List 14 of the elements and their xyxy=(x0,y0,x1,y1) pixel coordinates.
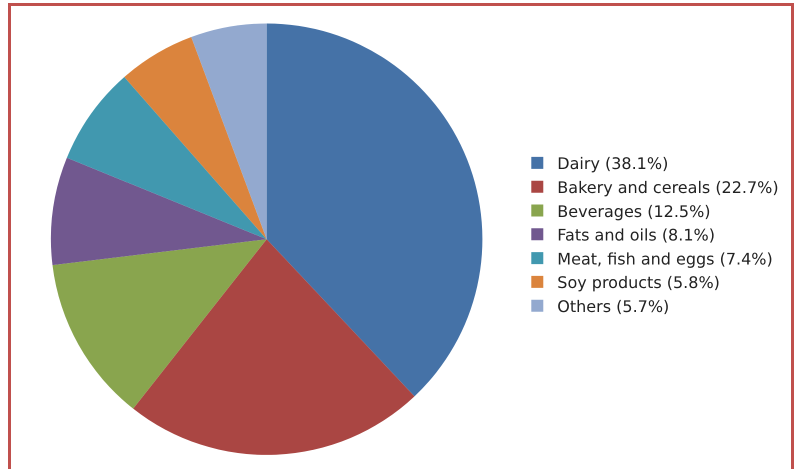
legend-label: Dairy (38.1%) xyxy=(557,154,668,174)
legend-label: Fats and oils (8.1%) xyxy=(557,226,715,245)
legend-label: Beverages (12.5%) xyxy=(557,202,711,221)
pie-slice xyxy=(266,23,482,396)
legend-label: Meat, fish and eggs (7.4%) xyxy=(557,249,773,268)
legend-label: Soy products (5.8%) xyxy=(557,273,720,292)
pie-slice xyxy=(50,158,267,266)
pie-slice xyxy=(52,239,267,409)
legend-label: Others (5.7%) xyxy=(557,296,670,316)
pie-slice xyxy=(66,77,267,240)
pie-slice xyxy=(191,23,267,240)
legend-label: Bakery and cereals (22.7%) xyxy=(557,178,779,197)
pie-slice xyxy=(124,37,267,240)
pie-slice xyxy=(133,239,414,455)
